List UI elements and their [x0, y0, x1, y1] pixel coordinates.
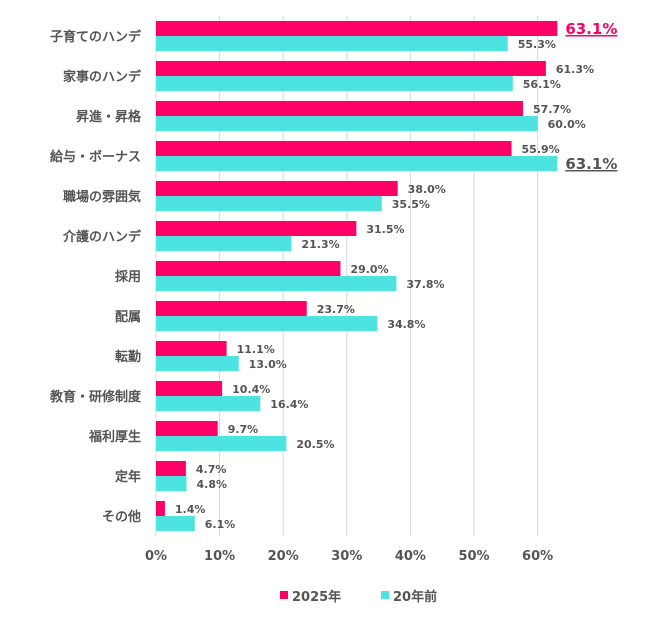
bar-2025 [156, 341, 227, 356]
bar-2025 [156, 301, 307, 316]
bar-2025 [156, 61, 546, 76]
category-label: 転勤 [115, 349, 141, 365]
data-label: 55.9% [522, 143, 560, 156]
data-label: 4.7% [196, 463, 227, 476]
x-tick-label: 10% [204, 549, 235, 564]
bar-20-years-ago [156, 116, 538, 131]
legend-label: 20年前 [393, 589, 437, 605]
category-label: 教育・研修制度 [49, 389, 142, 405]
category-label: 介護のハンデ [62, 229, 142, 245]
data-label: 13.0% [249, 358, 287, 371]
category-label: 福利厚生 [88, 429, 141, 445]
x-tick-label: 20% [268, 549, 299, 564]
category-label: 定年 [114, 469, 141, 485]
data-label: 23.7% [317, 303, 355, 316]
bar-2025 [156, 461, 186, 476]
x-tick-label: 40% [395, 549, 426, 564]
data-label: 38.0% [408, 183, 446, 196]
category-label: 昇進・昇格 [76, 109, 142, 125]
data-label: 56.1% [523, 78, 561, 91]
bar-2025 [156, 501, 165, 516]
bar-20-years-ago [156, 236, 292, 251]
bar-20-years-ago [156, 436, 287, 451]
bar-20-years-ago [156, 36, 508, 51]
bar-20-years-ago [156, 76, 513, 91]
data-label: 60.0% [548, 118, 586, 131]
bar-20-years-ago [156, 396, 261, 411]
data-label: 31.5% [366, 223, 404, 236]
bar-20-years-ago [156, 356, 239, 371]
category-label: その他 [102, 509, 141, 525]
data-label: 61.3% [556, 63, 594, 76]
bar-20-years-ago [156, 516, 195, 531]
data-label: 37.8% [406, 278, 444, 291]
data-label: 9.7% [228, 423, 259, 436]
category-label: 給与・ボーナス [50, 149, 141, 165]
bar-2025 [156, 141, 512, 156]
data-label: 10.4% [232, 383, 270, 396]
bar-2025 [156, 181, 398, 196]
data-label: 34.8% [387, 318, 425, 331]
bar-20-years-ago [156, 276, 397, 291]
data-label: 6.1% [205, 518, 236, 531]
category-label: 採用 [115, 269, 141, 285]
x-tick-label: 60% [522, 549, 553, 564]
x-tick-label: 0% [145, 549, 167, 564]
bar-2025 [156, 101, 523, 116]
legend-label: 2025年 [292, 589, 341, 605]
data-label: 63.1% [565, 20, 617, 38]
bar-20-years-ago [156, 156, 558, 171]
x-tick-label: 30% [331, 549, 362, 564]
data-label: 4.8% [197, 478, 228, 491]
x-tick-label: 50% [458, 549, 489, 564]
legend-swatch [381, 591, 389, 599]
data-label: 63.1% [565, 155, 617, 173]
category-label: 家事のハンデ [63, 69, 142, 85]
bar-2025 [156, 421, 218, 436]
bar-2025 [156, 261, 341, 276]
bar-2025 [156, 381, 223, 396]
bar-20-years-ago [156, 476, 187, 491]
data-label: 29.0% [350, 263, 388, 276]
bar-2025 [156, 221, 357, 236]
data-label: 21.3% [301, 238, 339, 251]
legend-swatch [280, 591, 288, 599]
data-label: 57.7% [533, 103, 571, 116]
bar-2025 [156, 21, 558, 36]
category-label: 配属 [115, 310, 141, 325]
bar-20-years-ago [156, 316, 378, 331]
data-label: 20.5% [296, 438, 334, 451]
category-label: 子育てのハンデ [50, 29, 142, 45]
data-label: 16.4% [270, 398, 308, 411]
bar-20-years-ago [156, 196, 382, 211]
data-label: 35.5% [392, 198, 430, 211]
category-label: 職場の雰囲気 [63, 189, 141, 205]
data-label: 11.1% [237, 343, 275, 356]
data-label: 1.4% [175, 503, 206, 516]
data-label: 55.3% [518, 38, 556, 51]
